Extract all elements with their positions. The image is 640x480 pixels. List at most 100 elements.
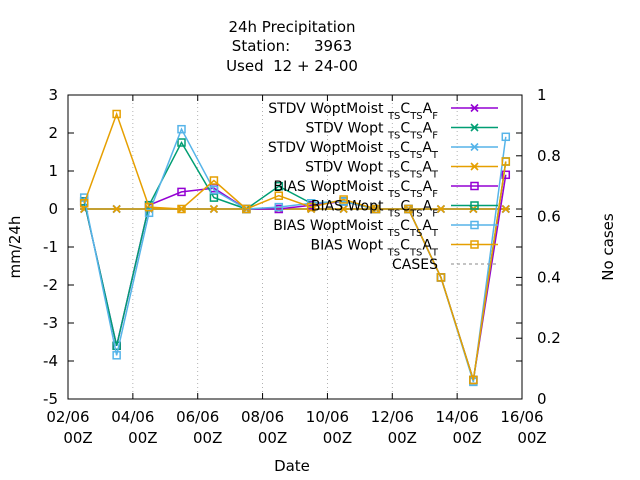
y-tick-label: 3 (48, 86, 58, 104)
legend-text: A (423, 101, 433, 117)
legend-text: A (422, 160, 432, 176)
legend-text: BIAS Wopt (311, 238, 388, 254)
series-point (404, 204, 413, 214)
series-point (470, 201, 479, 210)
y-tick-label: 2 (48, 124, 58, 142)
x-tick-label-date: 14/06 (436, 408, 479, 426)
legend-text: A (422, 140, 432, 156)
y2-tick-label: 1 (537, 86, 547, 104)
legend-subscript: TS (387, 228, 400, 239)
title-line-2: Station: 3963 (232, 37, 352, 55)
x-tick-label-hour: 00Z (323, 429, 352, 447)
series-point (79, 193, 89, 202)
x-tick-label-date: 16/06 (500, 408, 543, 426)
legend-subscript: TS (387, 111, 400, 122)
x-tick-label-hour: 00Z (388, 429, 417, 447)
x-tick-label-date: 10/06 (306, 408, 349, 426)
legend-text: C (400, 101, 410, 117)
series-point (339, 195, 348, 204)
legend-text: C (400, 199, 410, 215)
y-tick-label: -5 (43, 390, 58, 408)
legend-label: STDV WoptMoist TSCTSAF (268, 101, 438, 122)
legend-text: C (400, 160, 410, 176)
legend-subscript: TS (409, 189, 422, 200)
legend-text: BIAS Wopt (311, 199, 388, 215)
legend-label: BIAS Wopt TSCTSAT (311, 238, 439, 259)
legend-label: STDV Wopt TSCTSAT (305, 160, 439, 181)
legend-subscript: TS (409, 247, 422, 258)
y-axis-label: mm/24h (6, 216, 24, 279)
legend-subscript: TS (387, 208, 400, 219)
legend-subscript: F (432, 208, 438, 219)
legend-subscript: F (432, 111, 438, 122)
series-point (112, 204, 121, 214)
series-point (371, 204, 381, 214)
series-point (274, 181, 284, 191)
y-tick-label: 1 (48, 162, 58, 180)
y-axis-ticks: 3 2 1 0 -1 -2 -3 -4 -5 (43, 86, 522, 408)
legend-label: BIAS WoptMoist TSCTSAT (273, 218, 439, 239)
series-point (436, 273, 446, 282)
legend-text: A (423, 179, 433, 195)
y2-tick-label: 0 (537, 390, 547, 408)
legend-text: STDV WoptMoist (268, 101, 388, 117)
legend-subscript: T (431, 150, 439, 161)
x-tick-label-hour: 00Z (128, 429, 157, 447)
legend-text: A (422, 238, 432, 254)
legend-subscript: TS (409, 150, 422, 161)
series-point (79, 199, 89, 208)
series-point (177, 187, 186, 197)
y-tick-label: -4 (43, 352, 58, 370)
legend-subscript: T (431, 228, 439, 239)
legend-label: BIAS Wopt TSCTSAF (311, 199, 438, 220)
legend-subscript: TS (387, 247, 400, 258)
legend-subscript: TS (409, 208, 422, 219)
series-point (501, 170, 511, 180)
series-point (209, 176, 219, 185)
series-point (470, 103, 479, 113)
legend-label-cases: CASES (392, 257, 438, 273)
y-tick-label: 0 (48, 200, 58, 218)
series-point (436, 204, 445, 214)
legend-text: A (422, 218, 432, 234)
legend-text: C (400, 238, 410, 254)
series-point (501, 132, 511, 142)
series-point (501, 157, 511, 166)
series-7 (79, 124, 511, 387)
series-point (177, 204, 186, 214)
legend-subscript: TS (409, 111, 422, 122)
series-point (209, 204, 218, 214)
series-point (177, 138, 186, 147)
legend-subscript: TS (387, 169, 400, 180)
legend-text: STDV WoptMoist (268, 140, 388, 156)
legend-text: STDV Wopt (305, 160, 387, 176)
series-point (112, 351, 121, 360)
series-point (470, 181, 479, 191)
legend-text: C (400, 179, 410, 195)
y2-tick-label: 0.4 (537, 268, 561, 286)
series-point (470, 220, 479, 230)
grid-lines (132, 95, 458, 399)
series-point (112, 109, 121, 119)
series-point (470, 240, 479, 249)
series-point (306, 202, 316, 212)
y-tick-label: -3 (43, 314, 58, 332)
title-line-1: 24h Precipitation (228, 18, 355, 36)
legend-text: A (423, 121, 433, 137)
y2-axis-label: No cases (599, 213, 617, 281)
legend-subscript: TS (409, 228, 422, 239)
x-tick-label-hour: 00Z (63, 429, 92, 447)
series-point (112, 341, 121, 351)
x-tick-label-hour: 00Z (517, 429, 546, 447)
series-point (469, 375, 478, 385)
legend-text: STDV Wopt (306, 121, 388, 137)
series-lines (79, 109, 511, 387)
legend-subscript: T (431, 169, 439, 180)
y-tick-label: -2 (43, 276, 58, 294)
legend-label: BIAS WoptMoist TSCTSAF (274, 179, 439, 200)
series-point (470, 142, 479, 152)
x-tick-label-hour: 00Z (258, 429, 287, 447)
series-point (274, 191, 284, 200)
series-point (177, 124, 186, 134)
